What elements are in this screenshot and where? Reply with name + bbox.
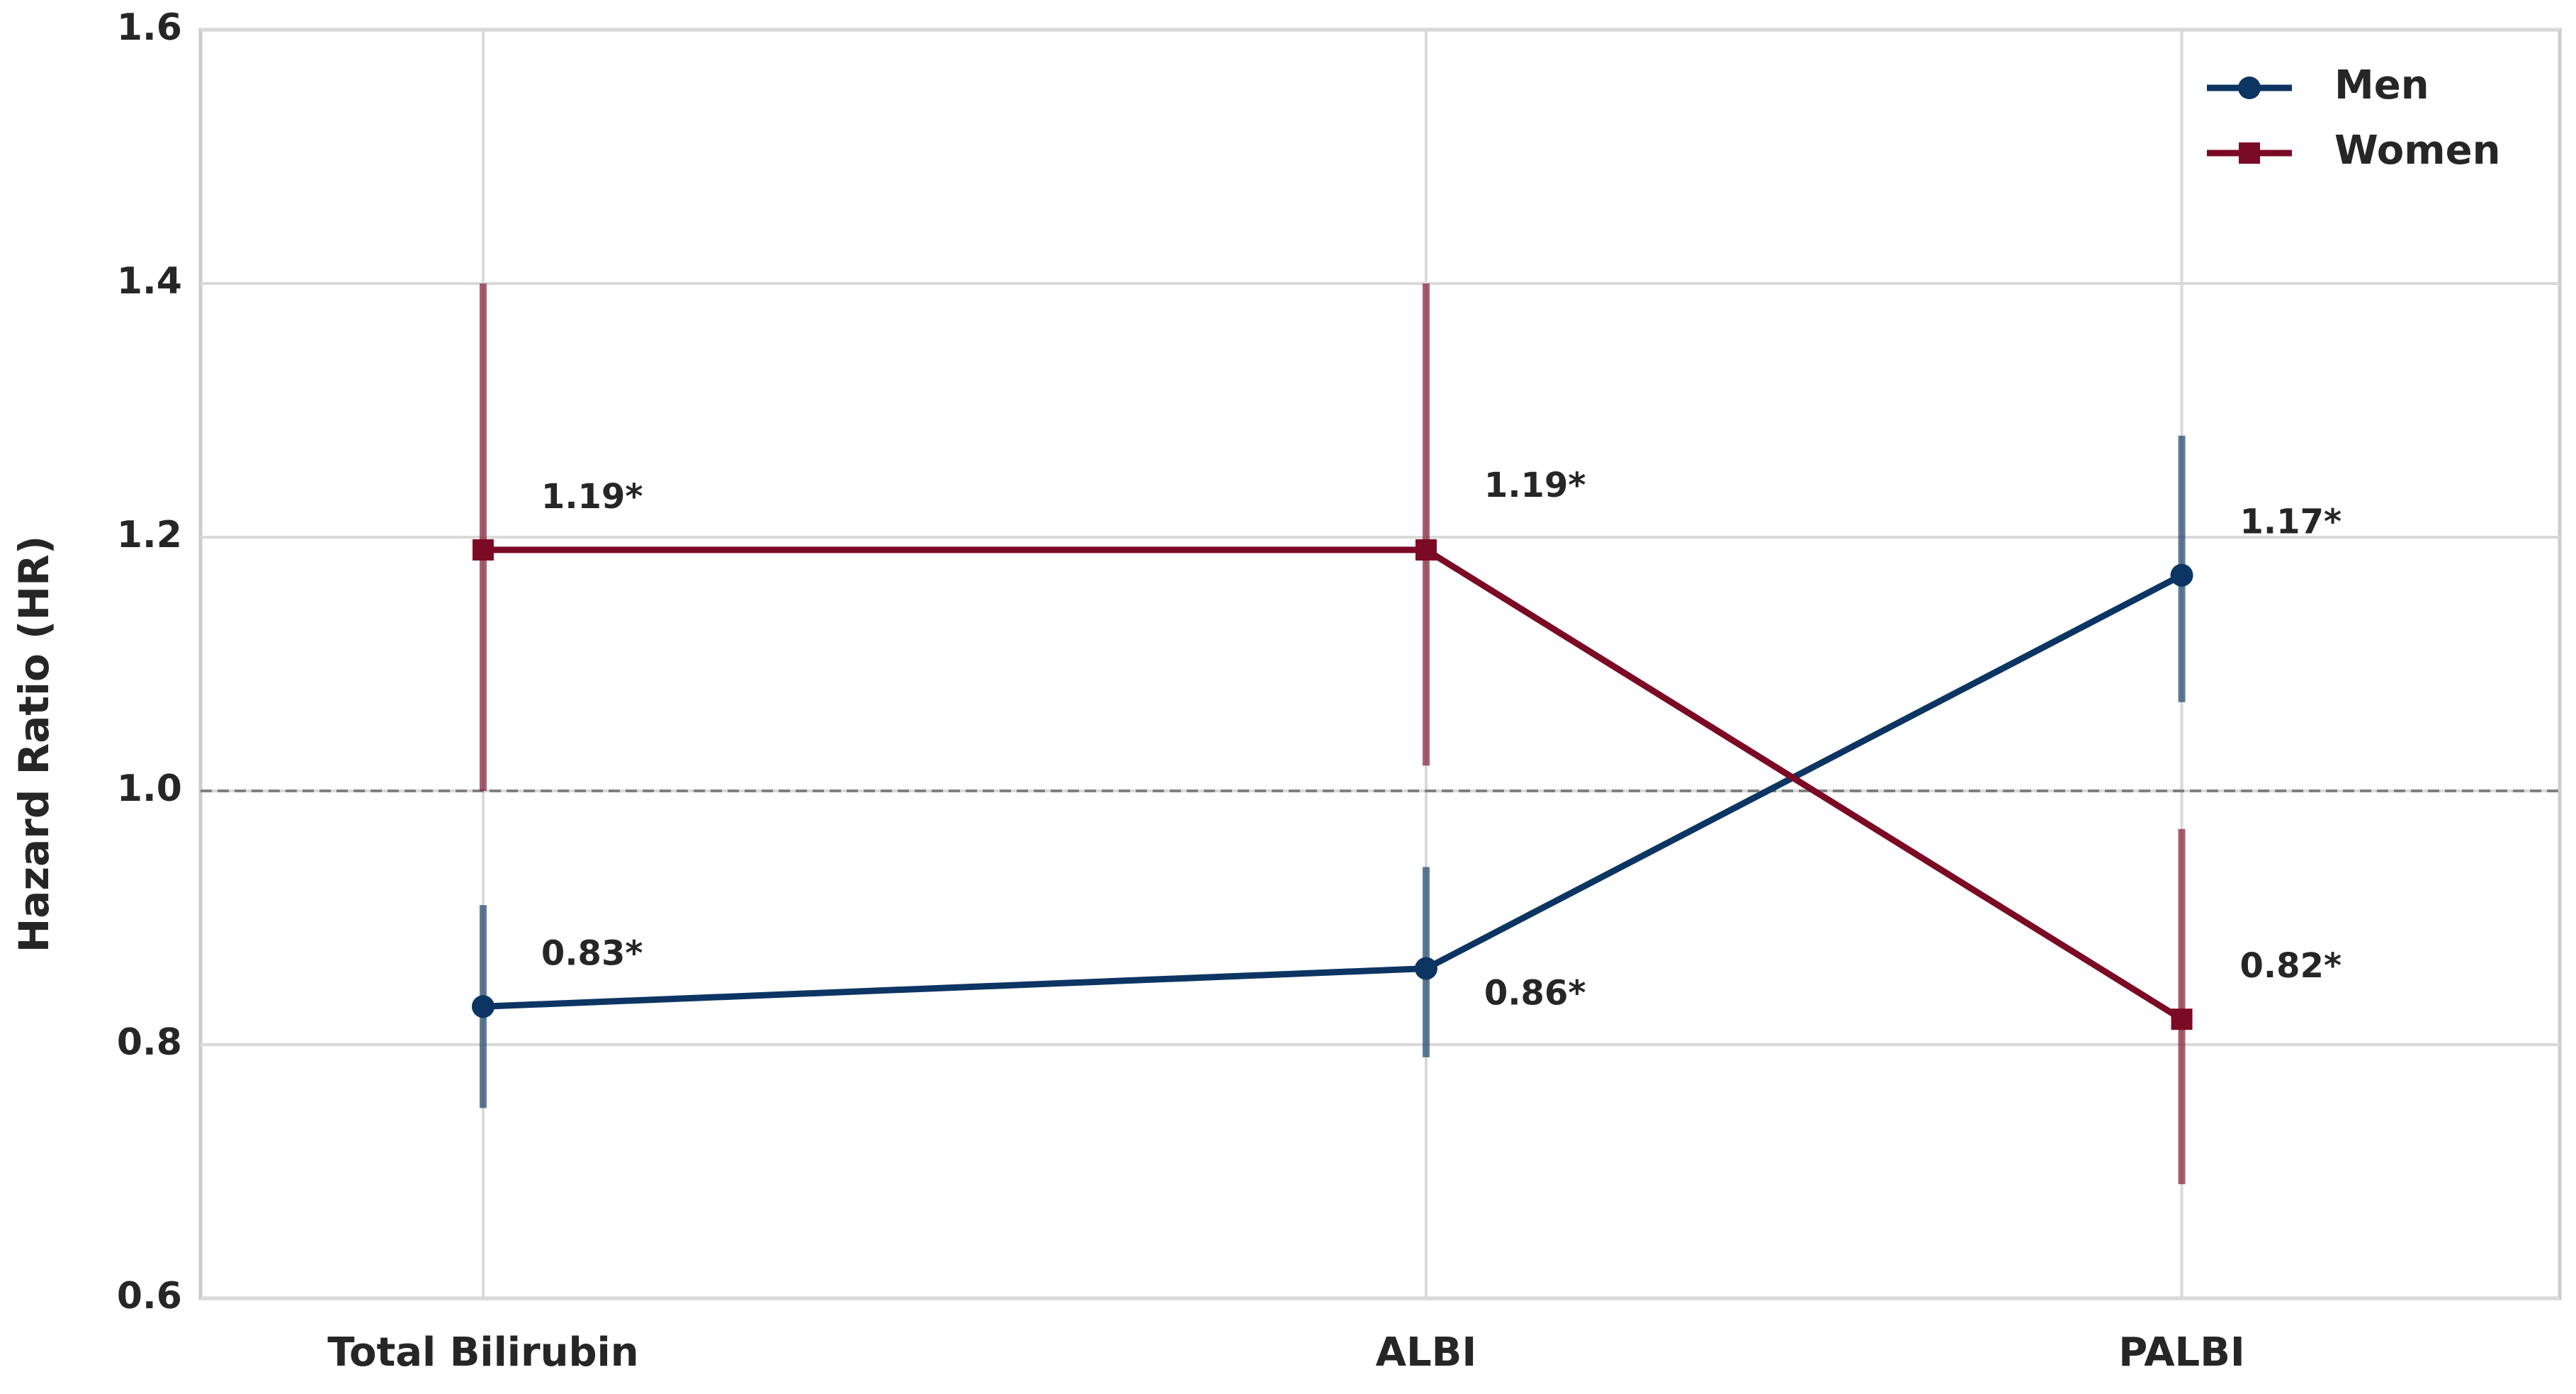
value-label: 1.17* bbox=[2240, 502, 2342, 542]
legend-marker bbox=[2239, 142, 2260, 164]
value-label: 1.19* bbox=[1484, 466, 1586, 505]
value-label: 0.82* bbox=[2240, 946, 2342, 986]
plot-area bbox=[198, 28, 2562, 1300]
value-label: 0.86* bbox=[1484, 974, 1586, 1013]
y-axis-label: Hazard Ratio (HR) bbox=[10, 536, 58, 953]
y-tick-label: 1.4 bbox=[117, 260, 182, 303]
data-point bbox=[2171, 1008, 2193, 1030]
data-point bbox=[471, 995, 495, 1018]
y-tick-label: 0.6 bbox=[117, 1275, 182, 1317]
data-point bbox=[2170, 563, 2193, 587]
legend-label: Men bbox=[2334, 62, 2429, 108]
value-label: 1.19* bbox=[541, 477, 643, 517]
x-tick-label: Total Bilirubin bbox=[327, 1330, 638, 1376]
y-tick-label: 0.8 bbox=[117, 1021, 182, 1064]
data-point bbox=[1414, 957, 1437, 980]
value-label: 0.83* bbox=[541, 933, 643, 973]
legend-marker bbox=[2238, 77, 2261, 99]
x-tick-label: ALBI bbox=[1376, 1330, 1477, 1376]
y-tick-label: 1.6 bbox=[117, 6, 182, 49]
x-tick-label: PALBI bbox=[2118, 1330, 2244, 1376]
y-tick-label: 1.2 bbox=[117, 514, 182, 556]
data-point bbox=[472, 539, 494, 561]
data-point bbox=[1415, 539, 1437, 561]
legend-label: Women bbox=[2334, 128, 2500, 174]
y-tick-label: 1.0 bbox=[117, 768, 182, 810]
